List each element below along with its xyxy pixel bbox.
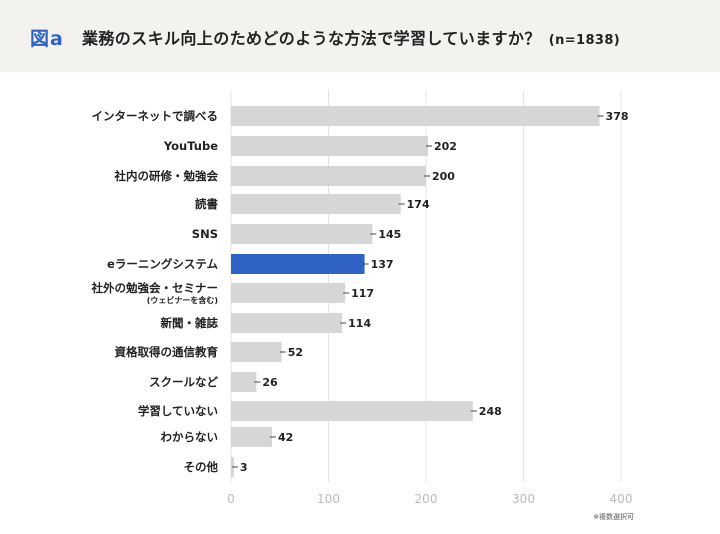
data-label: 42 — [278, 431, 293, 444]
data-label: 117 — [351, 287, 374, 300]
footnote: ※複数選択可 — [593, 513, 634, 521]
data-label: 174 — [407, 198, 430, 211]
bar — [231, 342, 282, 362]
category-label: SNS — [192, 227, 218, 241]
tick-label: 0 — [227, 492, 235, 506]
data-label: 202 — [434, 140, 457, 153]
category-label: YouTube — [163, 139, 218, 153]
bar — [231, 283, 346, 303]
tick-label: 200 — [415, 492, 438, 506]
bars — [231, 106, 600, 477]
data-label: 52 — [288, 346, 303, 359]
category-sublabel: (ウェビナーを含む) — [147, 295, 218, 305]
data-label: 114 — [348, 317, 371, 330]
data-label: 145 — [378, 228, 401, 241]
data-label: 3 — [240, 461, 248, 474]
bar — [231, 401, 473, 421]
bar — [231, 224, 373, 244]
chart-title: 業務のスキル向上のためどのような方法で学習していますか？ (n=1838) — [82, 28, 620, 52]
category-label: 学習していない — [138, 404, 218, 418]
bar — [231, 313, 343, 333]
bar — [231, 427, 272, 447]
data-label: 26 — [262, 376, 278, 389]
bar — [231, 194, 401, 214]
data-label: 200 — [432, 170, 455, 183]
bar — [231, 166, 426, 186]
sample-size: (n=1838) — [548, 33, 621, 48]
data-label: 378 — [606, 110, 629, 123]
category-label: その他 — [184, 460, 219, 474]
category-label: わからない — [161, 430, 219, 444]
figure-label: 図a — [30, 28, 64, 50]
category-label: eラーニングシステム — [107, 257, 218, 271]
bar — [231, 106, 600, 126]
tick-label: 400 — [610, 492, 633, 506]
tick-label: 100 — [317, 492, 340, 506]
data-label: 248 — [479, 405, 502, 418]
tick-label: 300 — [512, 492, 535, 506]
header-banner: 図a 業務のスキル向上のためどのような方法で学習していますか？ (n=1838) — [0, 0, 720, 72]
category-label: 新聞・雑誌 — [161, 316, 219, 330]
x-axis-ticks: 0 100 200 300 400 — [227, 492, 632, 506]
bar — [231, 254, 365, 274]
data-label: 137 — [371, 258, 394, 271]
category-label: 資格取得の通信教育 — [115, 345, 219, 359]
category-label: スクールなど — [149, 375, 218, 389]
category-label: 社外の勉強会・セミナー — [91, 281, 219, 295]
category-label: 社内の研修・勉強会 — [114, 169, 219, 183]
bar — [231, 372, 257, 392]
bar — [231, 136, 428, 156]
title-text: 業務のスキル向上のためどのような方法で学習していますか？ — [82, 29, 541, 48]
category-label: 読書 — [195, 197, 218, 211]
category-label: インターネットで調べる — [92, 109, 219, 123]
value-labels: 378 202 200 174 145 137 117 114 52 26 248 42 3 — [231, 110, 629, 474]
